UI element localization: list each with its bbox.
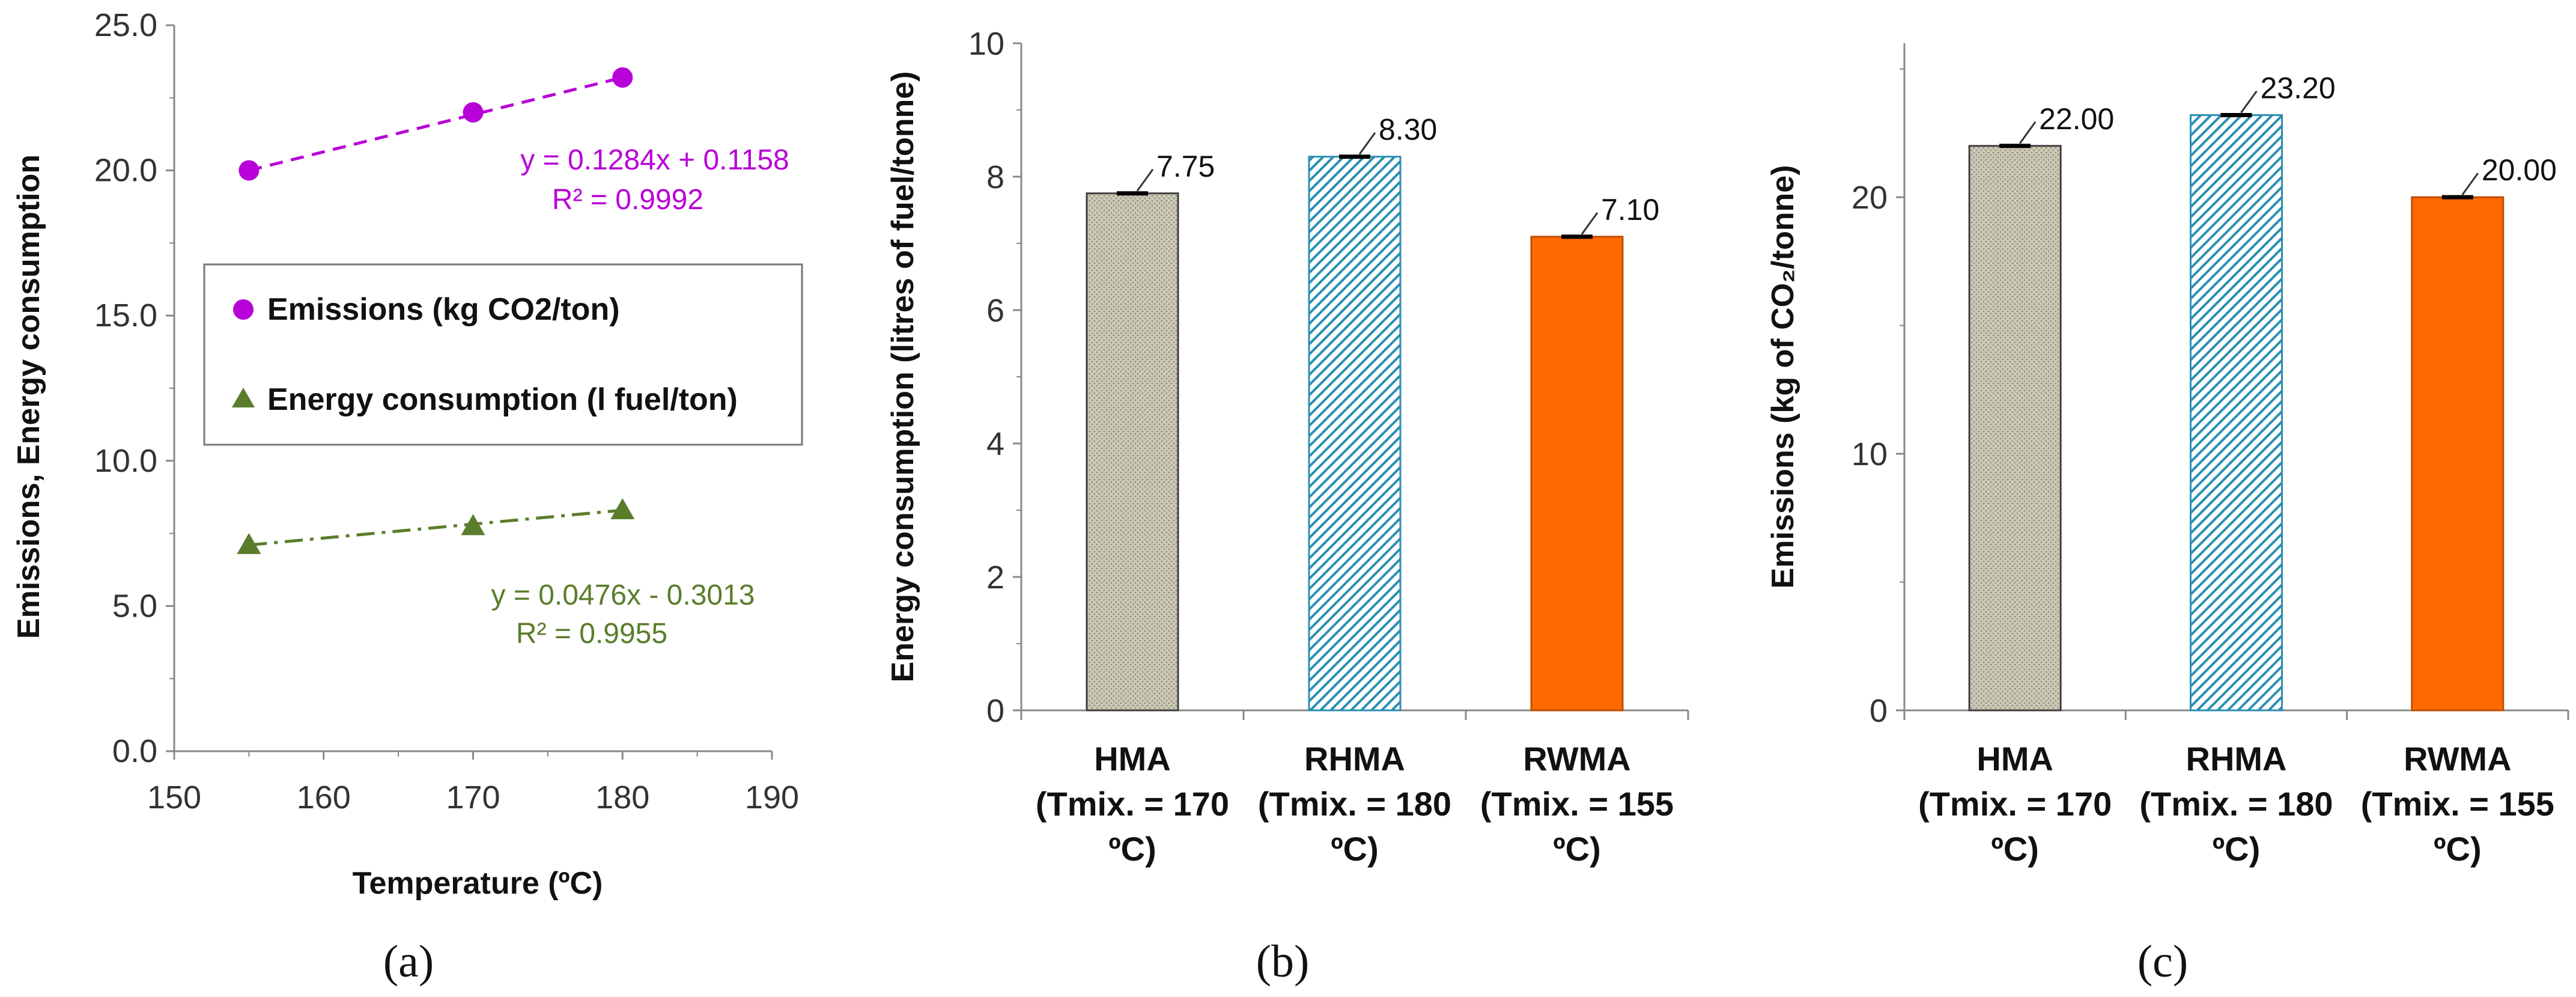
- energy-trendline: [249, 508, 623, 547]
- a-xtick-label: 180: [595, 779, 649, 816]
- c-category-label: HMA: [1976, 740, 2053, 778]
- energy-point: [461, 514, 485, 535]
- panel-b-bar-chart: 0 2 4 6 8 10 HMA (Tmix. = 170 ºC) RHMA (Tmix. = 1…: [886, 26, 1689, 987]
- b-ytick-label: 2: [986, 559, 1004, 596]
- legend-energy-label: Energy consumption (l fuel/ton): [267, 382, 738, 417]
- c-ytick-label: 10: [1852, 436, 1888, 472]
- a-ytick-label: 0.0: [112, 733, 157, 769]
- c-rhma-bar: [2190, 114, 2283, 712]
- b-data-label-leader: [1581, 212, 1599, 235]
- b-ytick-label: 6: [986, 293, 1004, 329]
- b-category-label: ºC): [1331, 830, 1379, 868]
- b-data-label: 7.75: [1156, 150, 1215, 183]
- b-category-label: ºC): [1553, 830, 1601, 868]
- c-data-label-leader: [2240, 90, 2258, 114]
- b-ytick-label: 10: [968, 26, 1004, 62]
- c-category-label: RWMA: [2404, 740, 2511, 778]
- c-hma-bar: [1968, 145, 2062, 712]
- a-xtick-label: 150: [147, 779, 201, 816]
- legend-emissions-marker-icon: [233, 299, 254, 320]
- b-category-label: RHMA: [1304, 740, 1405, 778]
- b-category-label: (Tmix. = 170: [1036, 785, 1229, 823]
- c-category-label: (Tmix. = 155: [2361, 785, 2554, 823]
- c-data-label: 22.00: [2039, 102, 2114, 136]
- legend-emissions-label: Emissions (kg CO2/ton): [267, 292, 620, 327]
- panel-a-scatter-chart: 0.0 5.0 10.0 15.0 20.0 25.0 150 160 170 180 190 y…: [11, 7, 803, 987]
- energy-trend-r2: R² = 0.9955: [516, 618, 667, 650]
- a-ytick-label: 25.0: [94, 7, 157, 43]
- a-ytick-label: 10.0: [94, 443, 157, 479]
- c-data-label-leader: [2019, 121, 2037, 144]
- panel-a-y-axis-title: Emissions, Energy consumption: [11, 154, 46, 639]
- a-xtick-label: 160: [297, 779, 351, 816]
- b-hma-bar: [1086, 192, 1179, 712]
- c-data-label: 20.00: [2482, 153, 2557, 187]
- energy-trend-equation: y = 0.0476x - 0.3013: [491, 579, 755, 611]
- c-ytick-label: 20: [1852, 180, 1888, 216]
- c-category-label: (Tmix. = 170: [1918, 785, 2112, 823]
- c-rwma-bar: [2411, 196, 2505, 712]
- b-data-label: 7.10: [1601, 193, 1659, 227]
- emissions-point: [612, 67, 633, 88]
- b-rwma-bar: [1530, 236, 1624, 712]
- c-category-label: ºC): [2434, 830, 2482, 868]
- panel-b-label: (b): [1256, 936, 1310, 987]
- b-category-label: HMA: [1094, 740, 1171, 778]
- b-ytick-label: 0: [986, 693, 1004, 729]
- a-xtick-label: 190: [745, 779, 799, 816]
- energy-point: [237, 532, 261, 554]
- c-category-label: RHMA: [2186, 740, 2287, 778]
- b-data-label-leader: [1358, 132, 1376, 155]
- emissions-point: [463, 102, 484, 123]
- b-data-label-leader: [1136, 168, 1154, 192]
- emissions-point: [238, 160, 260, 181]
- b-data-label: 8.30: [1379, 113, 1437, 147]
- c-ytick-label: 0: [1870, 693, 1888, 729]
- b-rhma-bar: [1308, 156, 1402, 712]
- b-category-label: ºC): [1108, 830, 1156, 868]
- panel-a-x-axis-title: Temperature (ºC): [353, 866, 603, 901]
- panel-c-y-axis-title: Emissions (kg of CO₂/tonne): [1766, 165, 1800, 589]
- emissions-trend-r2: R² = 0.9992: [552, 184, 703, 216]
- c-data-label-leader: [2461, 172, 2479, 196]
- c-category-label: ºC): [2213, 830, 2261, 868]
- legend-box: [203, 263, 803, 446]
- c-data-label: 23.20: [2261, 72, 2336, 105]
- panel-b-y-axis-title: Energy consumption (litres of fuel/tonne…: [886, 72, 920, 683]
- panel-a-legend: Emissions (kg CO2/ton) Energy consumptio…: [203, 263, 803, 446]
- b-category-label: RWMA: [1523, 740, 1630, 778]
- emissions-trend-equation: y = 0.1284x + 0.1158: [520, 144, 789, 176]
- panel-a-label: (a): [383, 936, 434, 987]
- a-ytick-label: 15.0: [94, 297, 157, 334]
- panel-c-label: (c): [2137, 936, 2188, 987]
- b-ytick-label: 8: [986, 159, 1004, 195]
- panel-c-bar-chart: 0 10 20 HMA (Tmix. = 170 ºC) RHMA (Tmix. = 180…: [1766, 43, 2569, 987]
- a-ytick-label: 20.0: [94, 153, 157, 189]
- c-category-label: ºC): [1991, 830, 2039, 868]
- a-ytick-label: 5.0: [112, 588, 157, 624]
- b-category-label: (Tmix. = 155: [1480, 785, 1674, 823]
- energy-point: [610, 498, 635, 519]
- c-category-label: (Tmix. = 180: [2139, 785, 2333, 823]
- a-xtick-label: 170: [446, 779, 500, 816]
- legend-energy-marker-icon: [232, 388, 255, 407]
- b-category-label: (Tmix. = 180: [1258, 785, 1451, 823]
- b-ytick-label: 4: [986, 426, 1004, 462]
